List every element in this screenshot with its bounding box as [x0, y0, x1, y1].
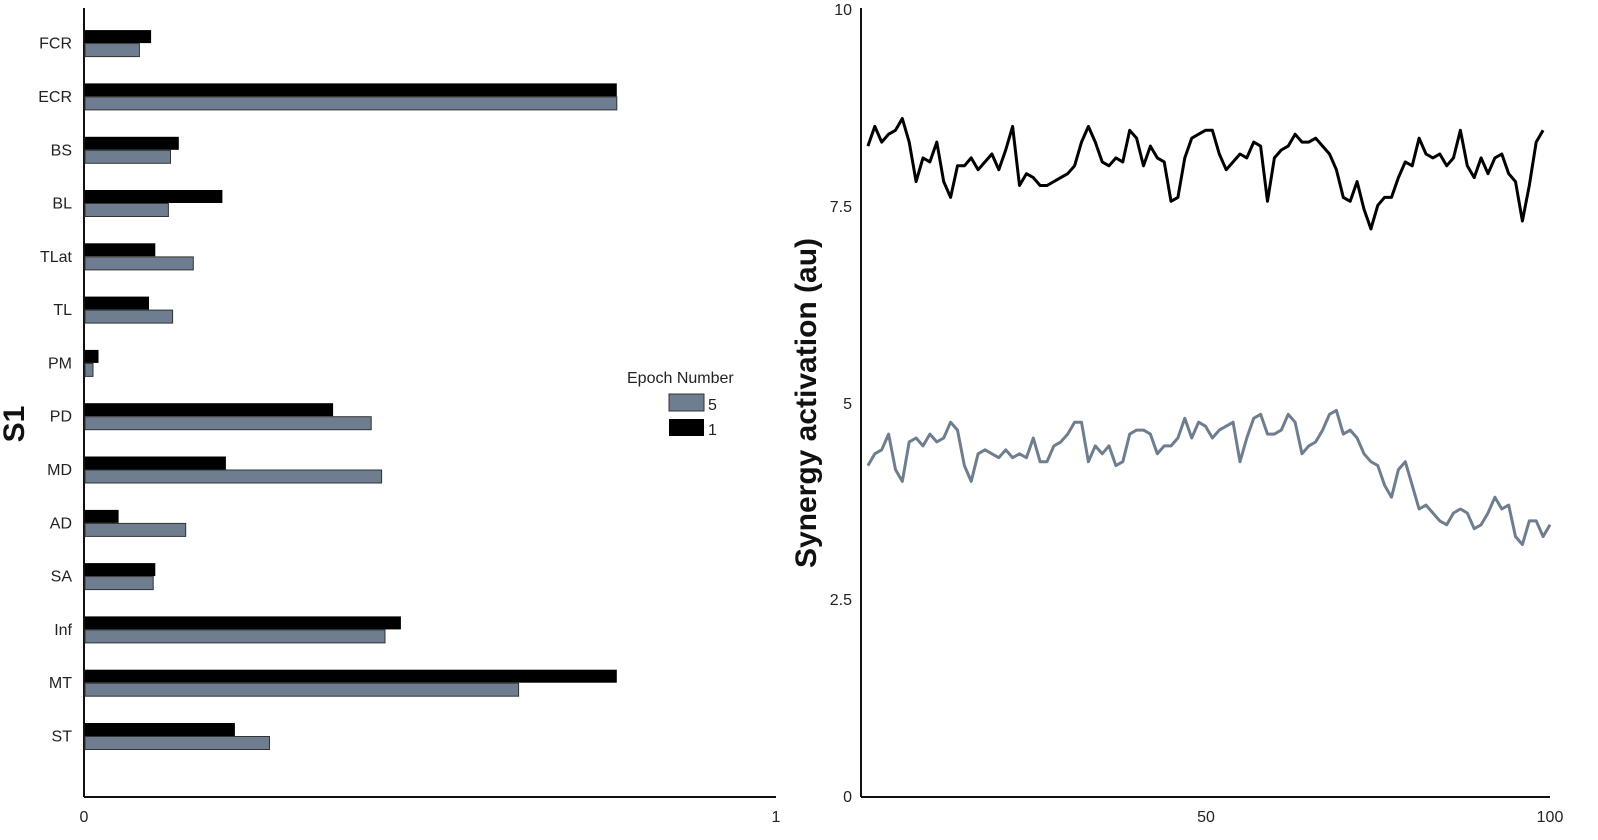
legend-label-5: 5 [708, 397, 717, 414]
legend-title: Epoch Number [627, 370, 734, 387]
bar-epoch-5-TLat [84, 256, 194, 271]
category-label: ECR [38, 89, 72, 106]
category-label: BL [52, 196, 72, 213]
bar-epoch-1-ST [85, 723, 235, 736]
bar-series-group [84, 30, 618, 750]
bar-epoch-5-PM [84, 362, 94, 377]
bar-epoch-5-TL [84, 309, 174, 324]
line-y-tick-label: 10 [834, 2, 852, 19]
legend-swatch-1 [669, 419, 704, 436]
line-y-tick-label: 2.5 [830, 592, 852, 609]
bar-epoch-5-AD [84, 522, 187, 537]
category-label: FCR [39, 36, 72, 53]
line-y-tick-label: 5 [843, 396, 852, 413]
bar-epoch-1-AD [85, 509, 119, 523]
bar-epoch-5-BS [84, 149, 171, 164]
legend-swatch-5 [668, 393, 705, 412]
bar-epoch-1-MT [85, 669, 617, 683]
line-y-tick-label: 7.5 [830, 199, 852, 216]
bar-epoch-5-Inf [84, 629, 386, 644]
line-y-axis-label: Synergy activation (au) [790, 238, 823, 568]
bar-epoch-1-ECR [85, 83, 617, 97]
category-label: TLat [40, 249, 73, 266]
line-series-group [866, 117, 1552, 546]
category-label: TL [53, 302, 72, 319]
bar-epoch-1-BS [85, 136, 179, 150]
bar-epoch-5-MD [84, 469, 383, 484]
bar-epoch-1-BL [85, 190, 223, 203]
legend: Epoch Number 5 1 [627, 370, 734, 439]
category-label: BS [51, 142, 72, 159]
bar-epoch-1-SA [85, 563, 156, 577]
category-label: SA [51, 569, 73, 586]
bar-x-tick-label: 0 [80, 809, 89, 826]
bar-epoch-1-FCR [85, 30, 152, 44]
bar-y-axis-label: S1 [0, 406, 31, 443]
category-label: MT [49, 675, 72, 692]
bar-epoch-1-PD [85, 403, 334, 417]
line-chart-panel: Synergy activation (au) 0 2.5 5 7.5 10 5… [790, 2, 1563, 826]
bar-epoch-1-TLat [85, 243, 156, 257]
category-label: ST [52, 729, 73, 746]
category-label: AD [50, 515, 72, 532]
legend-label-1: 1 [708, 422, 717, 439]
category-labels: FCR ECR BS BL TLat TL PM PD MD AD SA Inf MT ST [38, 36, 72, 746]
category-label: PD [50, 409, 72, 426]
bar-epoch-5-SA [84, 576, 154, 591]
line-x-tick-label: 100 [1537, 809, 1564, 826]
bar-chart-panel: S1 0 1 FCR ECR BS BL TLat TL PM PD MD AD SA Inf MT ST [0, 8, 781, 826]
bar-epoch-1-MD [85, 456, 226, 470]
bar-epoch-5-BL [84, 203, 169, 217]
bar-epoch-1-TL [85, 296, 149, 310]
bar-x-tick-label: 1 [772, 809, 781, 826]
bar-epoch-5-MT [84, 682, 520, 697]
line-y-tick-label: 0 [843, 789, 852, 806]
line-x-tick-label: 50 [1197, 809, 1215, 826]
bar-epoch-1-Inf [85, 616, 401, 630]
line-series-epoch-1 [866, 117, 1545, 231]
category-label: Inf [54, 622, 72, 639]
bar-epoch-1-PM [85, 349, 99, 363]
bar-epoch-5-PD [84, 416, 372, 431]
bar-epoch-5-FCR [84, 43, 140, 58]
category-label: MD [47, 462, 72, 479]
bar-epoch-5-ECR [84, 96, 618, 111]
category-label: PM [48, 355, 72, 372]
line-series-epoch-5 [866, 408, 1552, 546]
bar-epoch-5-ST [84, 736, 270, 750]
